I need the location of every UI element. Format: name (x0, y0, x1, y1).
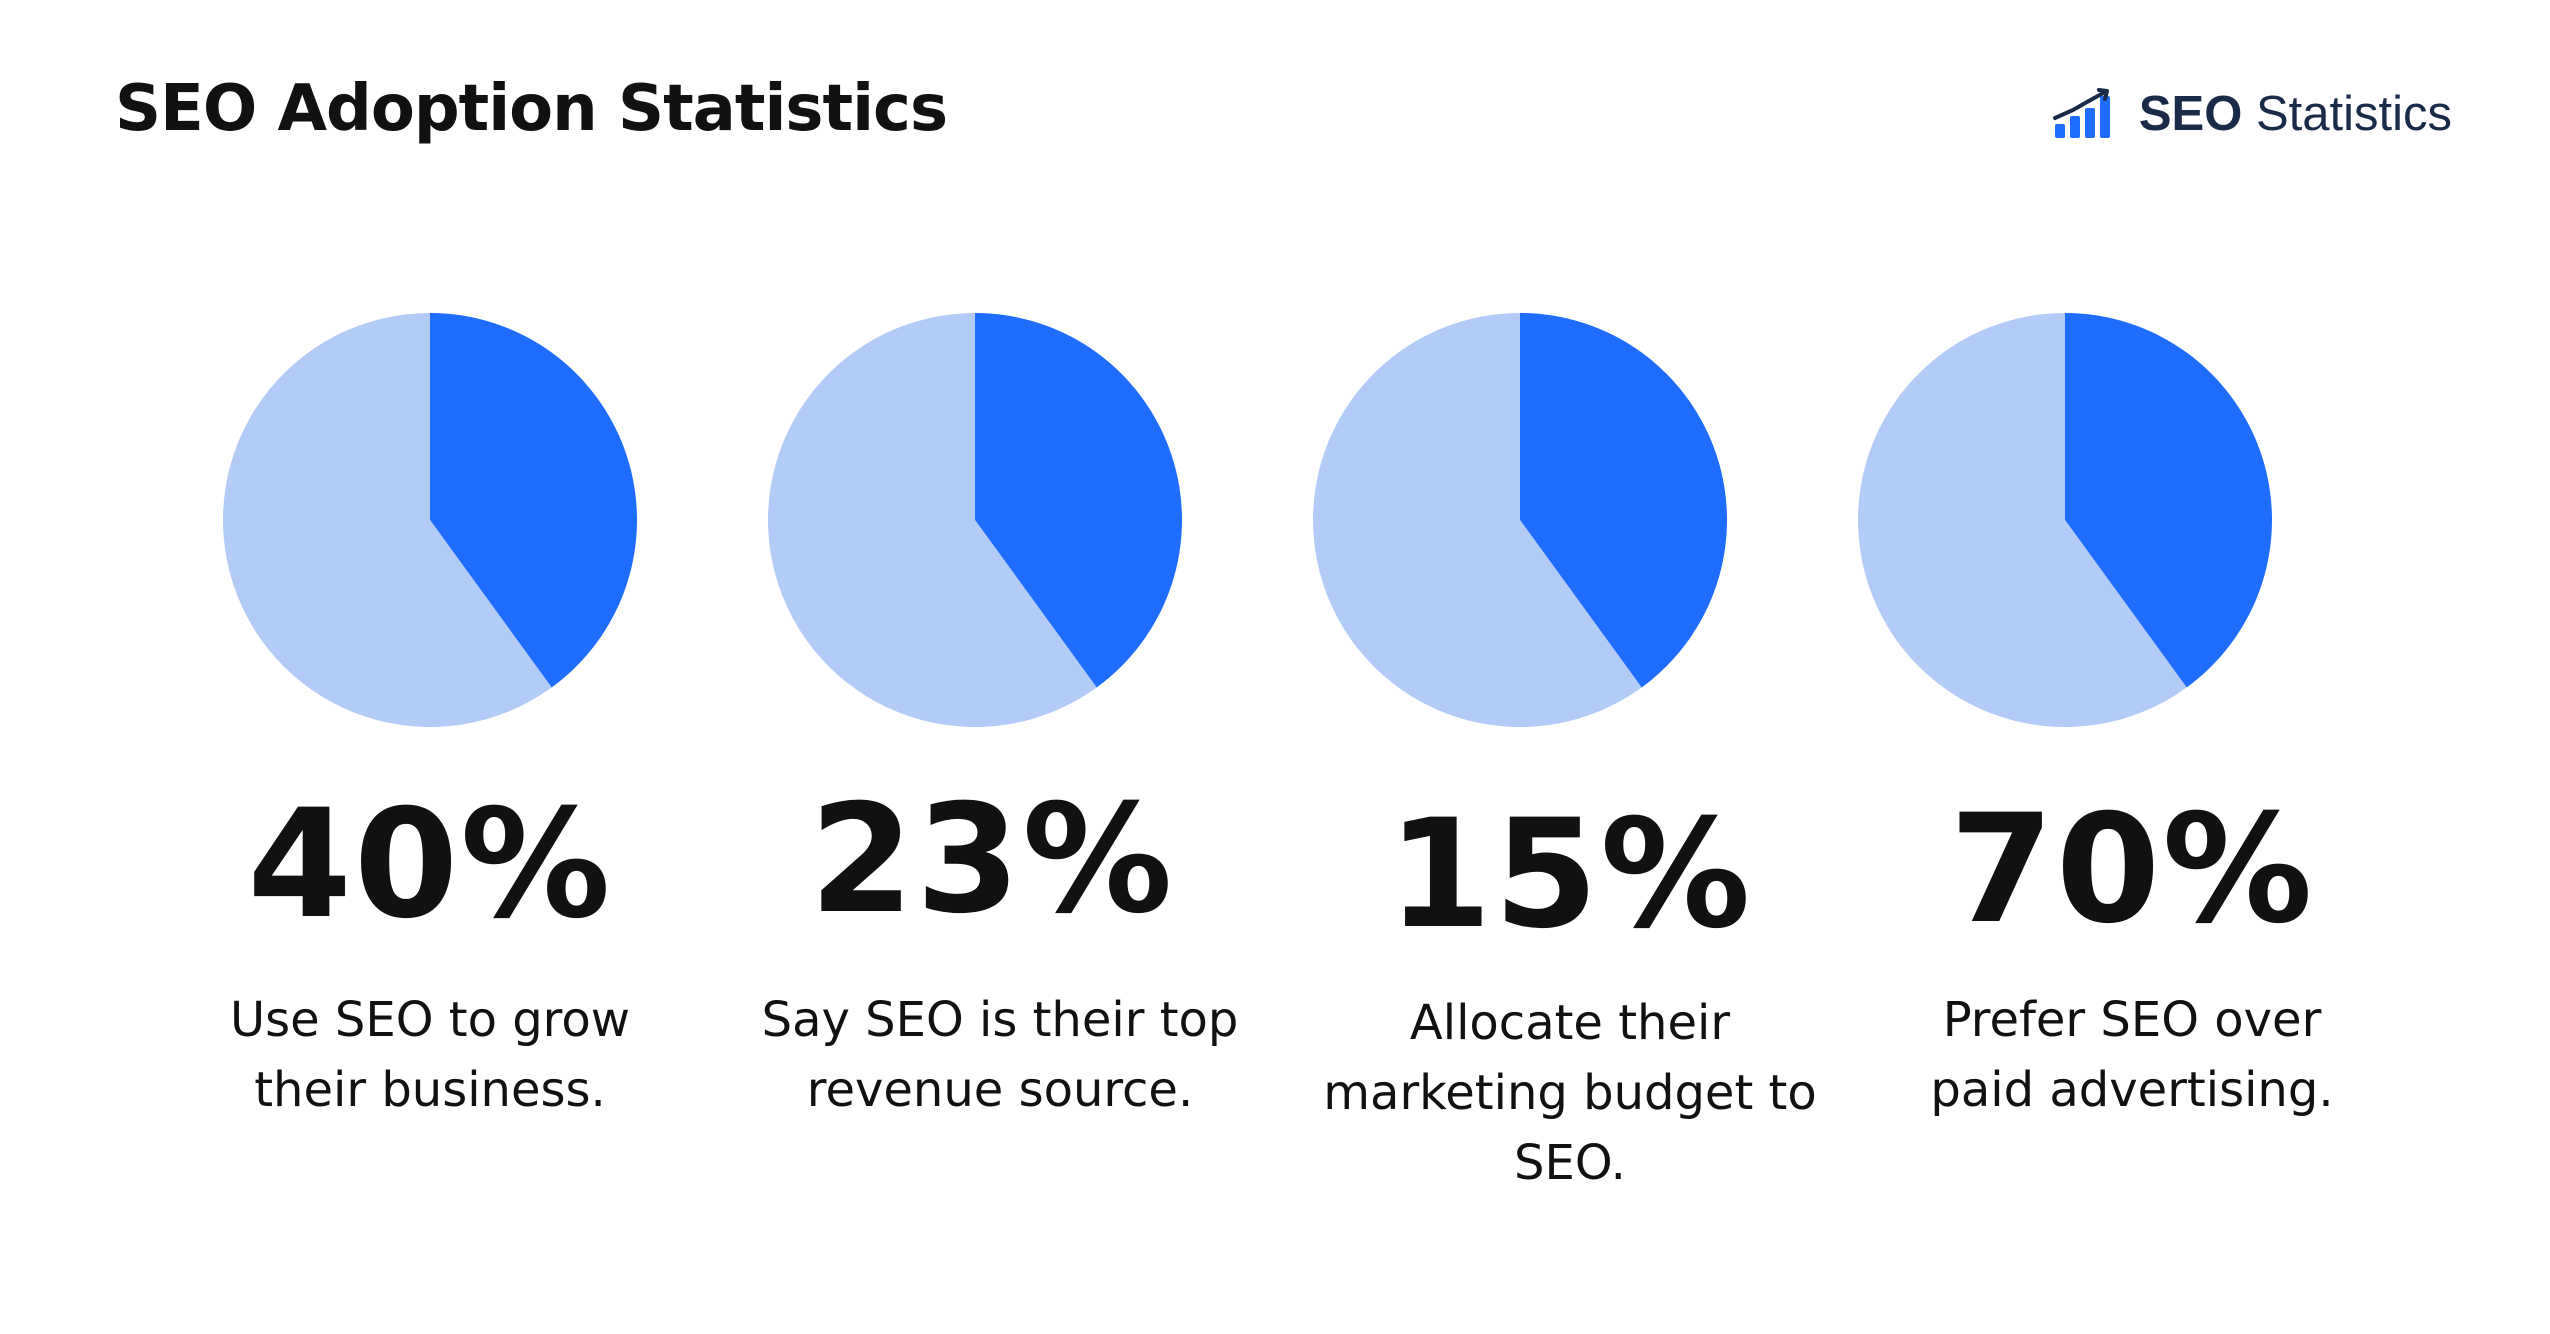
pie-3-highlight-slice (1520, 313, 1727, 688)
page-title: SEO Adoption Statistics (115, 72, 948, 146)
pie-1-highlight-slice (430, 313, 637, 688)
brand-logo-group: SEO Statistics (2052, 86, 2452, 142)
stat-value-1: 40% (247, 778, 613, 952)
caption-line: paid advertising. (1930, 1062, 2334, 1118)
stat-caption-4: Prefer SEO over paid advertising. (1852, 985, 2412, 1125)
pie-2-highlight-slice (975, 313, 1182, 688)
pie-4-highlight-slice (2065, 313, 2272, 688)
caption-line: Use SEO to grow (230, 992, 630, 1048)
brand-name-strong: SEO (2138, 87, 2243, 141)
pie-1-remainder-slice (222, 313, 552, 727)
caption-line: revenue source. (806, 1062, 1194, 1118)
stat-caption-2: Say SEO is their top revenue source. (720, 985, 1280, 1125)
caption-line: their business. (254, 1062, 606, 1118)
stat-value-2: 23% (809, 773, 1175, 947)
stat-caption-1: Use SEO to grow their business. (150, 985, 710, 1125)
stat-caption-3: Allocate their marketing budget to SEO. (1290, 988, 1850, 1198)
caption-line: SEO. (1514, 1135, 1626, 1191)
stat-value-4: 70% (1949, 783, 2315, 957)
caption-line: Say SEO is their top (761, 992, 1239, 1048)
caption-line: Prefer SEO over (1942, 992, 2322, 1048)
bar-chart-trend-icon (2052, 88, 2110, 138)
brand-name-light: Statistics (2255, 87, 2452, 141)
stat-value-3: 15% (1387, 788, 1753, 962)
pie-4-remainder-slice (1858, 313, 2187, 727)
pie-3-remainder-slice (1312, 313, 1642, 728)
caption-line: Allocate their (1409, 995, 1731, 1051)
caption-line: marketing budget to (1323, 1065, 1817, 1121)
pie-2-remainder-slice (767, 313, 1097, 728)
